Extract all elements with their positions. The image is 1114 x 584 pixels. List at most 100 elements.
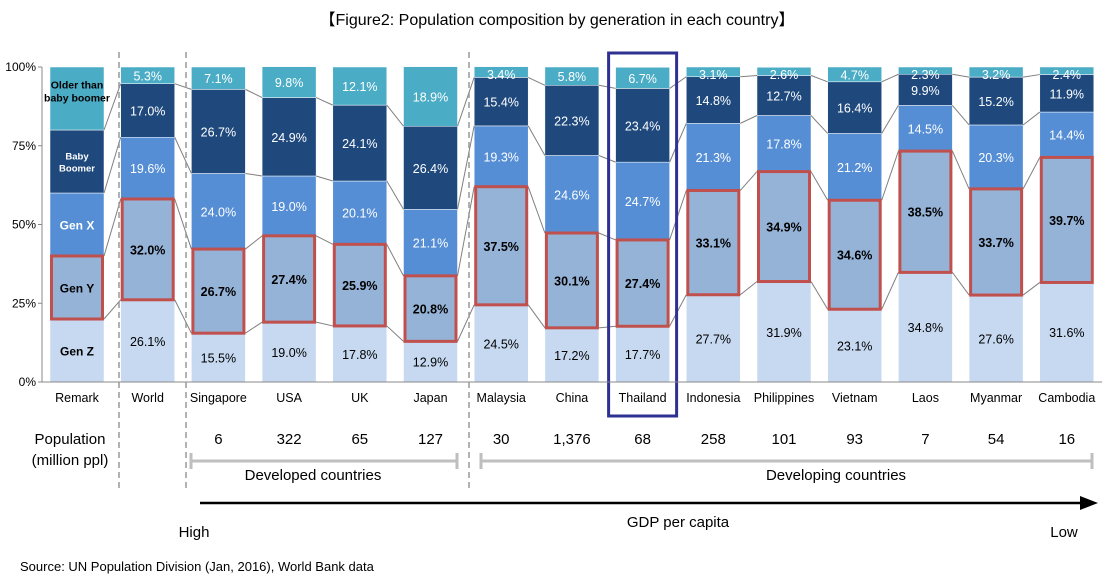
data-label: 15.5% [201, 352, 236, 366]
population-label: (million ppl) [32, 452, 109, 469]
connector-line [174, 299, 192, 334]
bar-segment-older-than-baby-boomer [898, 66, 953, 75]
population-value: 65 [351, 431, 368, 448]
gen-y-highlight-box [757, 170, 811, 284]
data-label: 15.4% [483, 96, 518, 110]
connector-line [881, 150, 899, 201]
bars-layer: 26.1% 32.0% 19.6% 17.0% 5.3% 15.5% 26.7% 24.0% 2… [44, 51, 1095, 418]
bar-segment-gen-z [544, 327, 600, 383]
population-value: 6 [214, 431, 222, 448]
bar-segment-gen-z [827, 308, 882, 383]
bar-segment-older-than-baby-boomer [544, 66, 600, 86]
connector-line [951, 272, 970, 296]
data-label: 5.3% [133, 69, 162, 83]
population-value: 258 [701, 431, 726, 448]
connector-line [952, 73, 970, 78]
bar-segment-gen-x [827, 133, 882, 201]
bar-segment-gen-z [261, 321, 317, 383]
data-label: 14.5% [908, 122, 943, 136]
data-label: 16.4% [837, 102, 872, 116]
connector-line [245, 321, 263, 334]
gen-y-highlight-box [191, 247, 246, 335]
connector-line [1023, 74, 1040, 78]
data-label: 34.6% [837, 249, 872, 263]
y-axis: 0% 25% 50% 75% 100% [5, 60, 1102, 389]
bar-segment-baby-boomer [686, 76, 741, 124]
bar-segment-baby-boomer [120, 83, 175, 138]
connector-line [810, 171, 829, 201]
bar-segment-gen-x [473, 125, 529, 187]
connector-line [245, 235, 263, 250]
data-label: 12.1% [342, 80, 377, 94]
connector-line [952, 105, 970, 126]
population-value: 30 [493, 431, 510, 448]
bar-segment-gen-y [473, 186, 529, 306]
connector-line [174, 83, 192, 90]
bar-segment-gen-z [191, 332, 246, 383]
data-label: 24.6% [554, 188, 589, 202]
category-label: Myanmar [970, 391, 1022, 405]
data-label: 20.3% [978, 151, 1013, 165]
developing-label: Developing countries [766, 467, 906, 484]
connector-line [527, 304, 546, 329]
bar-segment-baby-boomer [827, 81, 882, 134]
bar-segment-gen-x [756, 115, 812, 172]
data-label: 30.1% [554, 274, 589, 288]
connector-line [740, 75, 758, 78]
connector-line [1022, 111, 1041, 126]
gdp-high-label: High [179, 524, 210, 541]
data-label: 14.4% [1049, 129, 1084, 143]
category-label: Philippines [754, 391, 814, 405]
bar-segment-gen-z [898, 272, 953, 383]
gdp-axis-label: GDP per capita [627, 514, 730, 531]
remark-segment [49, 318, 105, 383]
connector-line [1022, 282, 1041, 296]
bar-segment-baby-boomer [261, 97, 317, 177]
population-value: 322 [277, 431, 302, 448]
data-label: 24.5% [483, 337, 518, 351]
bar-segment-gen-y [332, 244, 388, 327]
bar-segment-older-than-baby-boomer [686, 66, 741, 78]
data-label: 19.6% [130, 162, 165, 176]
data-label: 24.1% [342, 137, 377, 151]
category-label: Laos [912, 391, 939, 405]
population-value: 1,376 [553, 431, 591, 448]
bar-segment-baby-boomer [756, 75, 812, 116]
y-tick-label: 75% [12, 139, 36, 153]
data-label: 4.7% [840, 68, 869, 82]
y-tick-label: 25% [12, 296, 36, 310]
data-label: 6.7% [628, 72, 657, 86]
gen-y-highlight-box [120, 197, 175, 302]
population-value: 16 [1058, 431, 1075, 448]
bar-segment-gen-y [544, 232, 600, 329]
data-label: 34.9% [766, 221, 801, 235]
data-label: 18.9% [413, 90, 448, 104]
data-label: 14.8% [696, 94, 731, 108]
category-label: Vietnam [832, 391, 878, 405]
bar-segment-baby-boomer [615, 88, 670, 163]
connector-line [527, 76, 546, 86]
bar-segment-older-than-baby-boomer [615, 67, 670, 89]
data-label: 3.1% [699, 68, 728, 82]
bar-segment-baby-boomer [191, 89, 246, 174]
data-label: 5.8% [558, 70, 587, 84]
bar-segment-baby-boomer [473, 77, 529, 127]
data-label: 33.7% [978, 236, 1013, 250]
data-label: 26.7% [201, 125, 236, 139]
gen-y-highlight-box [50, 254, 104, 321]
data-label: 3.4% [487, 68, 516, 82]
connector-line [740, 115, 758, 124]
bar-segment-gen-z [332, 325, 388, 383]
connector-line [810, 75, 828, 83]
connector-line [174, 137, 192, 174]
remark-segment [49, 255, 105, 320]
data-label: 12.7% [766, 90, 801, 104]
gdp-arrow-head [1080, 496, 1098, 510]
bar-segment-older-than-baby-boomer [191, 66, 246, 90]
connector-line [739, 171, 758, 191]
population-value: 68 [634, 431, 651, 448]
connector-line [315, 97, 334, 106]
data-label: 37.5% [483, 240, 518, 254]
bar-segment-older-than-baby-boomer [968, 66, 1024, 78]
population-value: 101 [771, 431, 796, 448]
